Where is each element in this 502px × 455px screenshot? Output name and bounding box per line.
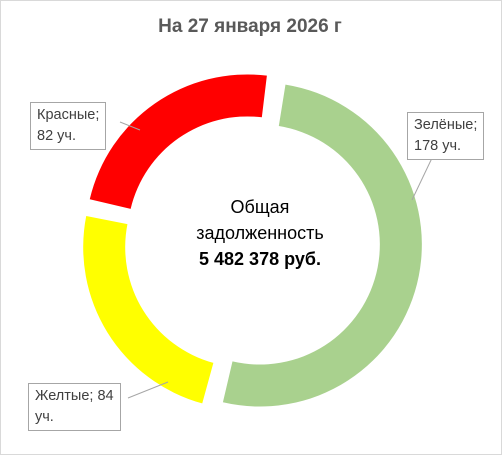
leader-line-green	[411, 157, 433, 201]
center-line2: задолженность	[196, 223, 324, 243]
slice-yellow	[83, 216, 214, 404]
data-label-red: Красные; 82 уч.	[30, 102, 107, 150]
data-label-yellow-line1: Желтые; 84	[35, 388, 114, 404]
leader-line-yellow	[127, 381, 169, 399]
data-label-green-line2: 178 уч.	[414, 138, 462, 154]
slice-red	[89, 74, 267, 209]
center-line1: Общая	[230, 197, 290, 217]
data-label-yellow: Желтые; 84 уч.	[28, 383, 121, 431]
total-amount: 5 482 378 руб.	[199, 249, 321, 269]
chart-title: На 27 января 2026 г	[158, 16, 342, 37]
data-label-red-line1: Красные;	[37, 107, 100, 123]
data-label-red-line2: 82 уч.	[37, 128, 76, 144]
data-label-green: Зелёные; 178 уч.	[407, 112, 485, 160]
data-label-green-line1: Зелёные;	[414, 117, 478, 133]
leader-line-red	[119, 121, 141, 131]
data-label-yellow-line2: уч.	[35, 409, 54, 425]
center-text: Общая задолженность 5 482 378 руб.	[150, 194, 370, 272]
slice-green	[222, 84, 422, 407]
